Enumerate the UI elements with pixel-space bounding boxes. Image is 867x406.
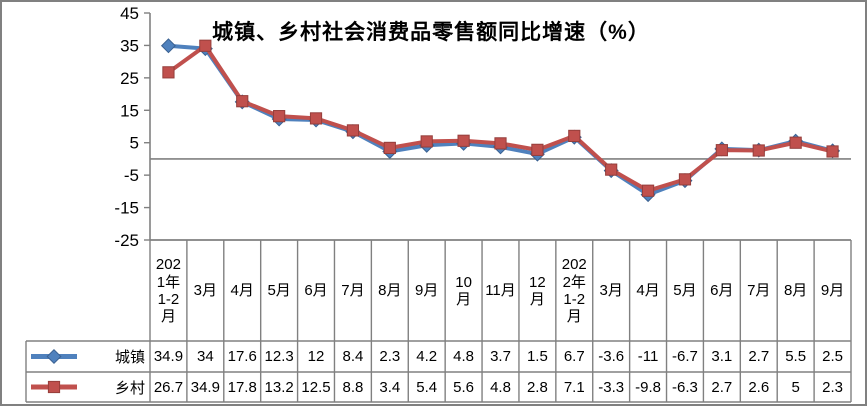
table-value-cell: 2.3	[822, 378, 843, 396]
chart-title: 城镇、乡村社会消费品零售额同比增速（%）	[212, 21, 650, 44]
series-1-point-square	[641, 184, 655, 197]
series-1-point-square	[309, 112, 323, 125]
series-1-point-square	[605, 163, 618, 176]
table-value-cell: 2.8	[526, 378, 548, 396]
table-value-cell: -9.8	[635, 378, 661, 396]
table-value-cell: 2.7	[711, 378, 733, 396]
legend-label-1: 乡村	[114, 379, 145, 397]
table-category-label: 3月	[193, 282, 217, 300]
table-value-cell: 12.5	[301, 378, 331, 396]
series-1-point-square	[199, 39, 212, 52]
table-category-label: 7月	[341, 282, 365, 300]
table-value-cell: -6.7	[672, 348, 698, 365]
table-category-label: 5月	[673, 282, 697, 300]
table-value-cell: 17.8	[227, 378, 257, 396]
table-value-cell: 5	[791, 378, 800, 396]
table-category-label: 4月	[636, 282, 660, 300]
series-1-point-square	[236, 95, 249, 108]
table-category-label: 11月	[485, 282, 516, 300]
table-value-cell: 5.6	[453, 378, 475, 396]
table-value-cell: 2.6	[748, 378, 770, 396]
series-1-point-square	[162, 66, 175, 79]
y-axis-tick-label: 45	[120, 4, 139, 23]
table-value-cell: 4.2	[416, 348, 438, 365]
y-axis-tick-label: -5	[124, 166, 139, 185]
table-value-cell: 13.2	[264, 378, 294, 396]
legend-key-0-diamond	[46, 348, 62, 365]
series-1-point-square	[752, 144, 765, 157]
table-value-cell: 6.7	[563, 348, 585, 365]
table-value-cell: 34.9	[190, 378, 220, 396]
series-1-point-square	[826, 145, 839, 158]
table-category-label: 6月	[304, 282, 328, 300]
series-1-point-square	[715, 144, 728, 157]
table-value-cell: 4.8	[453, 348, 475, 365]
series-1-point-square	[568, 129, 581, 143]
table-value-cell: 34.9	[153, 348, 184, 365]
table-value-cell: -3.3	[598, 378, 625, 396]
table-value-cell: 12.3	[264, 348, 294, 365]
table-value-cell: 5.4	[416, 378, 438, 396]
table-value-cell: -6.3	[672, 378, 698, 396]
y-axis-tick-label: 5	[130, 134, 139, 153]
table-value-cell: 2.5	[822, 348, 843, 365]
series-1-point-square	[678, 173, 692, 186]
table-value-cell: 1.5	[526, 348, 548, 365]
table-category-label: 2021年1-2月	[155, 256, 181, 326]
table-category-label: 9月	[415, 282, 439, 300]
table-value-cell: 8.4	[342, 348, 364, 365]
table-category-label: 3月	[599, 282, 623, 300]
series-1-point-square	[494, 137, 507, 150]
table-category-label: 2022年1-2月	[561, 256, 587, 326]
table-category-label: 4月	[230, 282, 254, 300]
table-value-cell: 8.8	[342, 378, 364, 396]
table-category-label: 10月	[455, 273, 472, 308]
table-value-cell: 3.4	[379, 378, 401, 396]
y-axis-tick-label: 15	[120, 101, 139, 120]
table-category-label: 6月	[710, 282, 734, 300]
series-1-point-square	[273, 110, 286, 123]
y-axis-tick-label: 35	[120, 36, 139, 55]
table-value-cell: 3.7	[490, 348, 511, 365]
table-value-cell: -3.6	[598, 348, 625, 365]
table-value-cell: 34	[196, 348, 214, 365]
table-category-label: 8月	[378, 282, 402, 300]
table-value-cell: 5.5	[785, 348, 807, 365]
series-1-point-square	[457, 134, 470, 147]
table-value-cell: 26.7	[153, 378, 184, 396]
table-category-label: 8月	[783, 282, 808, 300]
table-category-label: 12月	[529, 273, 546, 308]
series-0-point-diamond	[160, 38, 176, 54]
table-value-cell: 2.7	[748, 348, 770, 365]
table-category-label: 7月	[747, 282, 771, 300]
table-value-cell: 12	[307, 348, 325, 365]
table-value-cell: 7.1	[563, 378, 585, 396]
y-axis-tick-label: 25	[120, 69, 139, 88]
table-value-cell: 3.1	[711, 348, 733, 365]
legend-key-1-square	[47, 380, 61, 394]
table-value-cell: 17.6	[227, 348, 257, 365]
table-value-cell: -11	[637, 348, 659, 365]
series-1-point-square	[420, 135, 433, 148]
table-value-cell: 2.3	[379, 348, 401, 365]
series-1-point-square	[531, 143, 544, 156]
series-1-point-square	[346, 124, 360, 137]
table-value-cell: 4.8	[490, 378, 511, 396]
legend-label-0: 城镇	[114, 349, 145, 366]
series-1-point-square	[383, 141, 396, 155]
series-1-point-square	[789, 136, 802, 149]
table-category-label: 9月	[820, 282, 845, 300]
y-axis-tick-label: -25	[114, 231, 139, 250]
y-axis-tick-label: -15	[114, 199, 139, 218]
table-category-label: 5月	[267, 282, 291, 300]
